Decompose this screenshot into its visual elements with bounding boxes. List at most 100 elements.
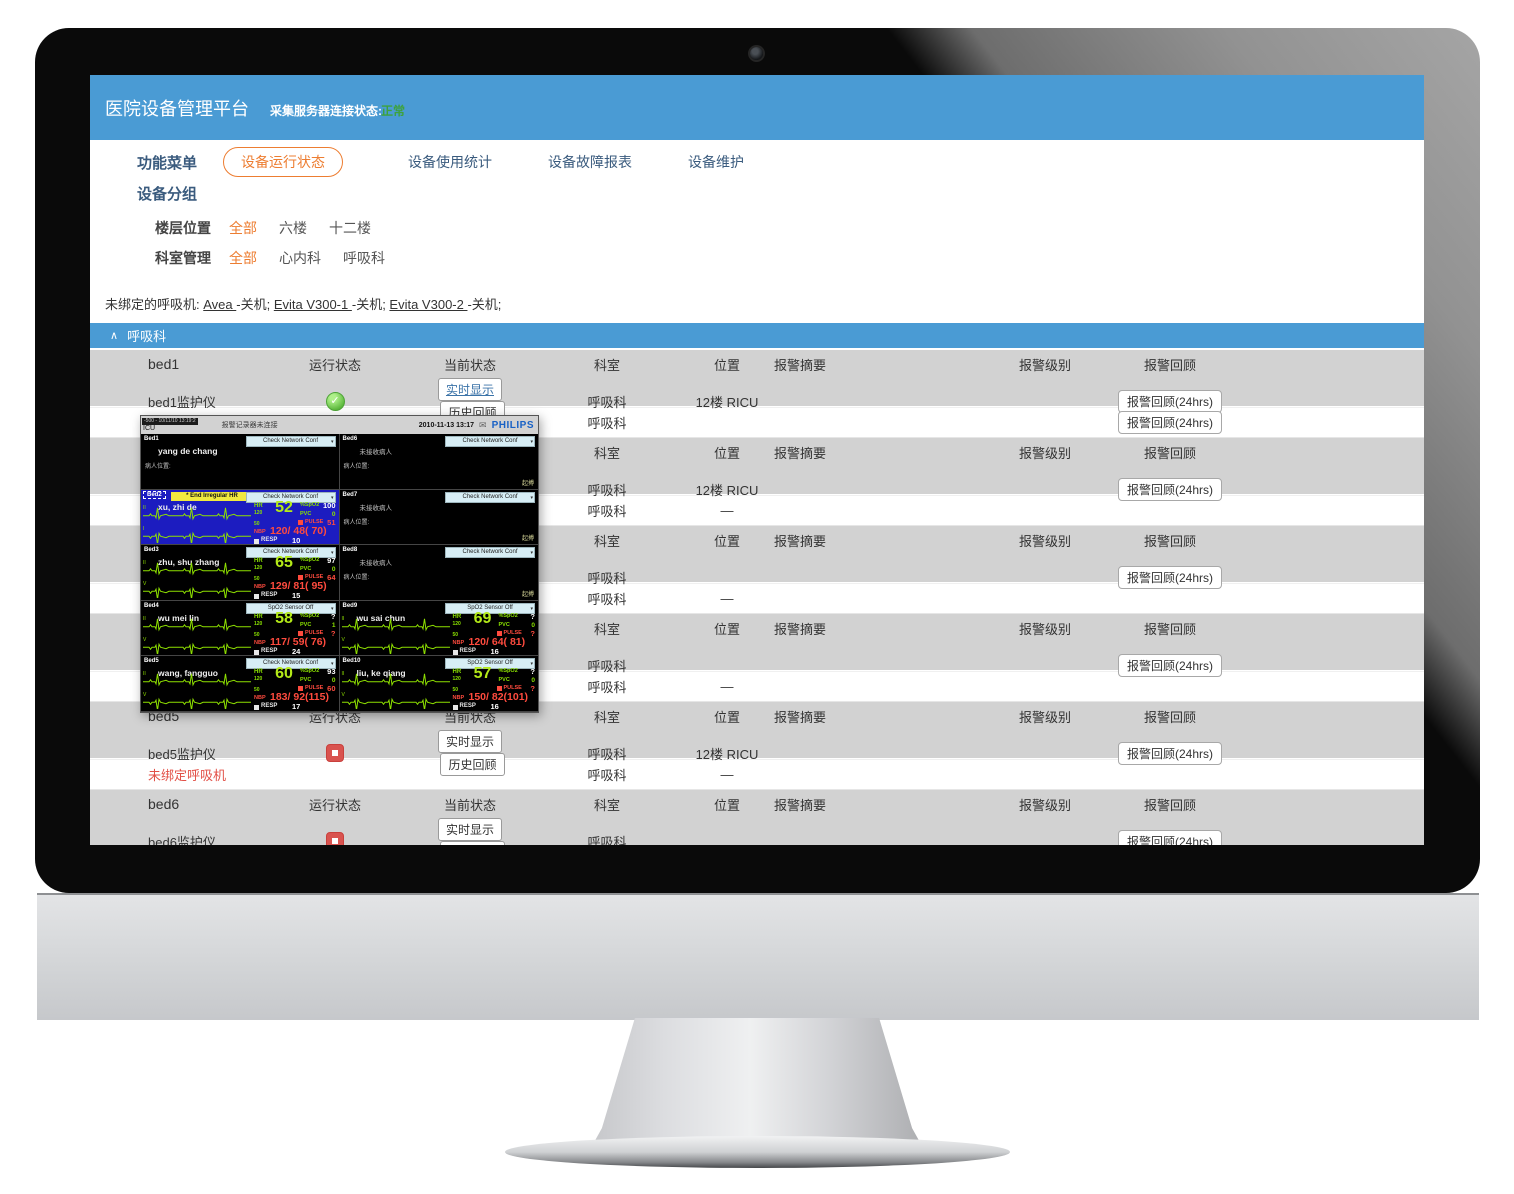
ecg-waveform (143, 507, 251, 528)
action-cell: 实时显示历史回顾 (410, 730, 530, 776)
dropdown-arrow-icon: ▾ (530, 439, 533, 445)
realtime-display-button[interactable]: 实时显示 (437, 818, 502, 841)
ecg-waveform (143, 673, 251, 694)
filter-option[interactable]: 全部 (229, 250, 257, 266)
ecg-lead-label: V (143, 692, 147, 699)
tile-dropdown[interactable]: Check Network Conf ▾ (445, 436, 535, 447)
device-name: bed5监护仪 (148, 746, 216, 762)
filter-option[interactable]: 呼吸科 (343, 250, 385, 266)
unbound-vent-link[interactable]: Avea (203, 297, 237, 312)
unbound-vent-link[interactable]: Evita V300-2 (389, 297, 468, 312)
monitor-tile-bed8[interactable]: Bed8 Check Network Conf ▾ 未接收病人 病人位置: 起搏 (339, 545, 538, 601)
ecg-lead-label: II (143, 615, 146, 622)
monitor-tile-bed10[interactable]: Bed10 SpO2 Sensor Off ▾ liu, ke qiang II V HR 1… (339, 656, 538, 712)
filter-option[interactable]: 全部 (229, 220, 257, 236)
monitor-tile-bed1[interactable]: Bed1 Check Network Conf ▾ yang de chang 病人位置… (141, 434, 340, 490)
pulse-alarm-icon (298, 575, 303, 581)
collapse-caret-icon[interactable]: ∧ (110, 330, 119, 342)
pvc-label: PVC (300, 677, 312, 684)
section-bar-respiratory[interactable]: ∧ 呼吸科 (90, 323, 1424, 348)
ecg-lead-label: V (341, 636, 345, 643)
col-header: 科室 (593, 709, 620, 725)
monitor-tile-bed9[interactable]: Bed9 SpO2 Sensor Off ▾ wu sai chun II V HR 120 5… (339, 600, 538, 657)
realtime-display-button[interactable]: 实时显示 (437, 378, 502, 401)
tab-设备故障报表[interactable]: 设备故障报表 (548, 154, 633, 170)
bed-name: bed6 (148, 796, 180, 812)
alarm-review-button[interactable]: 报警回顾(24hrs) (1117, 829, 1222, 845)
hr-label: HR (452, 669, 462, 676)
alarm-review-button[interactable]: 报警回顾(24hrs) (1117, 389, 1222, 413)
server-status-value: 正常 (381, 104, 406, 118)
col-header: 科室 (593, 621, 620, 637)
dropdown-arrow-icon: ▾ (330, 550, 334, 557)
tile-dropdown[interactable]: Check Network Conf ▾ (445, 491, 535, 503)
tab-设备使用统计[interactable]: 设备使用统计 (408, 154, 493, 170)
alarm-review-button[interactable]: 报警回顾(24hrs) (1117, 477, 1222, 501)
alarm-review-button[interactable]: 报警回顾(24hrs) (1117, 653, 1222, 677)
tile-dropdown[interactable]: Check Network Conf ▾ (245, 547, 336, 559)
col-header: 报警摘要 (774, 357, 827, 373)
tile-dropdown[interactable]: SpO2 Sensor Off ▾ (445, 602, 535, 614)
alarm-review-button[interactable]: 报警回顾(24hrs) (1117, 565, 1222, 589)
ecg-waveform (143, 618, 251, 639)
patient-location-label: 病人位置: (145, 464, 171, 470)
nbp-value: 183/ 92(115) (270, 691, 329, 704)
col-header: 位置 (713, 533, 740, 549)
col-header: 报警摘要 (774, 709, 827, 725)
tile-bed-label: Bed3 (144, 547, 159, 554)
pvc-label: PVC (300, 621, 312, 628)
dept-cell: 呼吸科 (587, 592, 627, 607)
tile-dropdown[interactable]: Check Network Conf ▾ (245, 658, 336, 670)
hr-label: HR (254, 558, 263, 565)
no-patient-label: 未接收病人 (359, 560, 393, 568)
tile-dropdown[interactable]: SpO2 Sensor Off ▾ (245, 602, 336, 614)
realtime-display-button[interactable]: 实时显示 (437, 730, 502, 753)
tile-dropdown[interactable]: Check Network Conf ▾ (445, 547, 535, 559)
history-review-button[interactable]: 历史回顾 (440, 841, 505, 845)
tab-设备维护[interactable]: 设备维护 (688, 154, 745, 170)
col-header: 位置 (713, 621, 740, 637)
monitor-tile-bed2[interactable]: Bed2 * End Irregular HR Check Network Conf… (141, 489, 340, 546)
status-stopped-icon (326, 744, 344, 762)
hr-low-limit: 50 (452, 631, 459, 638)
history-review-button[interactable]: 历史回顾 (440, 753, 505, 776)
unbound-vent-status: -关机; (236, 297, 274, 312)
tile-bed-label: Bed6 (342, 436, 358, 442)
col-header: 当前状态 (443, 797, 496, 813)
popup-statusbar-right: 2010-11-13 13:17 ✉ PHILIPS (419, 420, 534, 431)
alarm-review-button[interactable]: 报警回顾(24hrs) (1117, 411, 1222, 434)
col-header: 运行状态 (308, 797, 361, 813)
tile-dropdown[interactable]: SpO2 Sensor Off ▾ (445, 658, 535, 670)
filter-row: 楼层位置 全部 六楼 十二楼 (155, 213, 407, 243)
filter-option[interactable]: 六楼 (279, 220, 307, 236)
monitor-tile-bed6[interactable]: Bed6 Check Network Conf ▾ 未接收病人 病人位置: 起搏 (339, 434, 538, 490)
tab-设备运行状态[interactable]: 设备运行状态 (223, 147, 344, 177)
tile-bed-label: Bed9 (342, 602, 358, 609)
tile-dropdown[interactable]: Check Network Conf ▾ (245, 436, 336, 447)
monitor-tile-bed5[interactable]: Bed5 Check Network Conf ▾ wang, fangguo II V H… (141, 656, 340, 712)
status-cell (260, 744, 410, 762)
dropdown-arrow-icon: ▾ (330, 661, 334, 668)
pvc-value: 0 (331, 510, 336, 518)
pulse-value: 60 (327, 684, 336, 694)
alarm-review-button[interactable]: 报警回顾(24hrs) (1117, 741, 1222, 765)
dept-cell: 呼吸科 (587, 658, 627, 674)
monitor-tile-bed7[interactable]: Bed7 Check Network Conf ▾ 未接收病人 病人位置: 起搏 (339, 489, 538, 546)
location-cell: — (720, 767, 734, 782)
review-cell: 报警回顾(24hrs) (1110, 653, 1230, 677)
monitor-tile-bed4[interactable]: Bed4 SpO2 Sensor Off ▾ wu mei lin II V HR 120 50… (141, 600, 340, 657)
hr-label: HR (254, 669, 263, 676)
col-header: 位置 (713, 357, 740, 373)
filter-option[interactable]: 十二楼 (329, 220, 371, 236)
pacing-label: 起搏 (521, 536, 534, 543)
philips-logo: PHILIPS (491, 419, 534, 431)
tile-dropdown[interactable]: Check Network Conf ▾ (245, 491, 336, 503)
filter-option[interactable]: 心内科 (279, 250, 321, 266)
resp-label: RESP (261, 592, 278, 599)
nbp-value: 120/ 48( 70) (270, 524, 327, 537)
monitor-tile-bed3[interactable]: Bed3 Check Network Conf ▾ zhu, shu zhang II V… (141, 545, 340, 601)
action-cell: 实时显示历史回顾 (410, 818, 530, 845)
unbound-vent-link[interactable]: Evita V300-1 (273, 297, 352, 312)
col-header: 当前状态 (443, 709, 496, 725)
